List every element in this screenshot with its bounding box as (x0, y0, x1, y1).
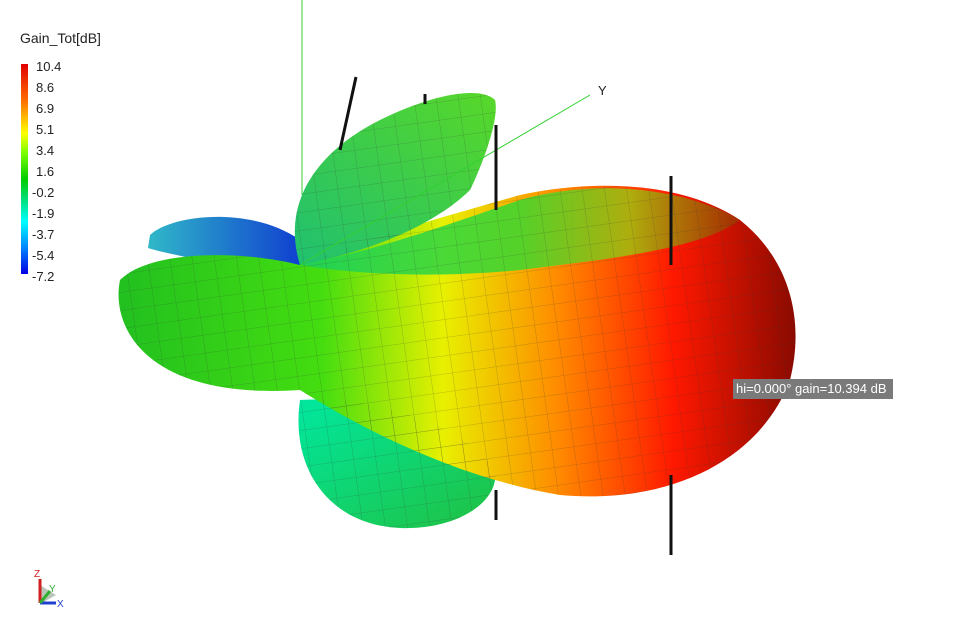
colorbar-tick: 5.1 (36, 122, 55, 137)
colorbar-tick: -7.2 (32, 269, 55, 284)
y-axis-label: Y (598, 83, 607, 98)
colorbar-tick: 1.6 (36, 164, 55, 179)
colorbar-tick: -5.4 (32, 248, 55, 263)
legend-title: Gain_Tot[dB] (20, 30, 101, 46)
colorbar (21, 64, 28, 274)
axis-triad-icon: Z Y X (34, 569, 64, 610)
triad-y-label: Y (49, 584, 56, 595)
y-axis-line (299, 94, 591, 266)
colorbar-tick: -0.2 (32, 185, 55, 200)
colorbar-tick: 8.6 (36, 80, 55, 95)
colorbar-tick: -3.7 (32, 227, 55, 242)
dipole-element (338, 76, 358, 151)
marker-tooltip: hi=0.000° gain=10.394 dB (733, 379, 893, 399)
colorbar-tick: 3.4 (36, 143, 55, 158)
triad-x-label: X (57, 599, 64, 610)
colorbar-tick: 10.4 (36, 59, 62, 74)
triad-z-label: Z (34, 569, 40, 580)
colorbar-tick: 6.9 (36, 101, 55, 116)
colorbar-tick: -1.9 (32, 206, 55, 221)
